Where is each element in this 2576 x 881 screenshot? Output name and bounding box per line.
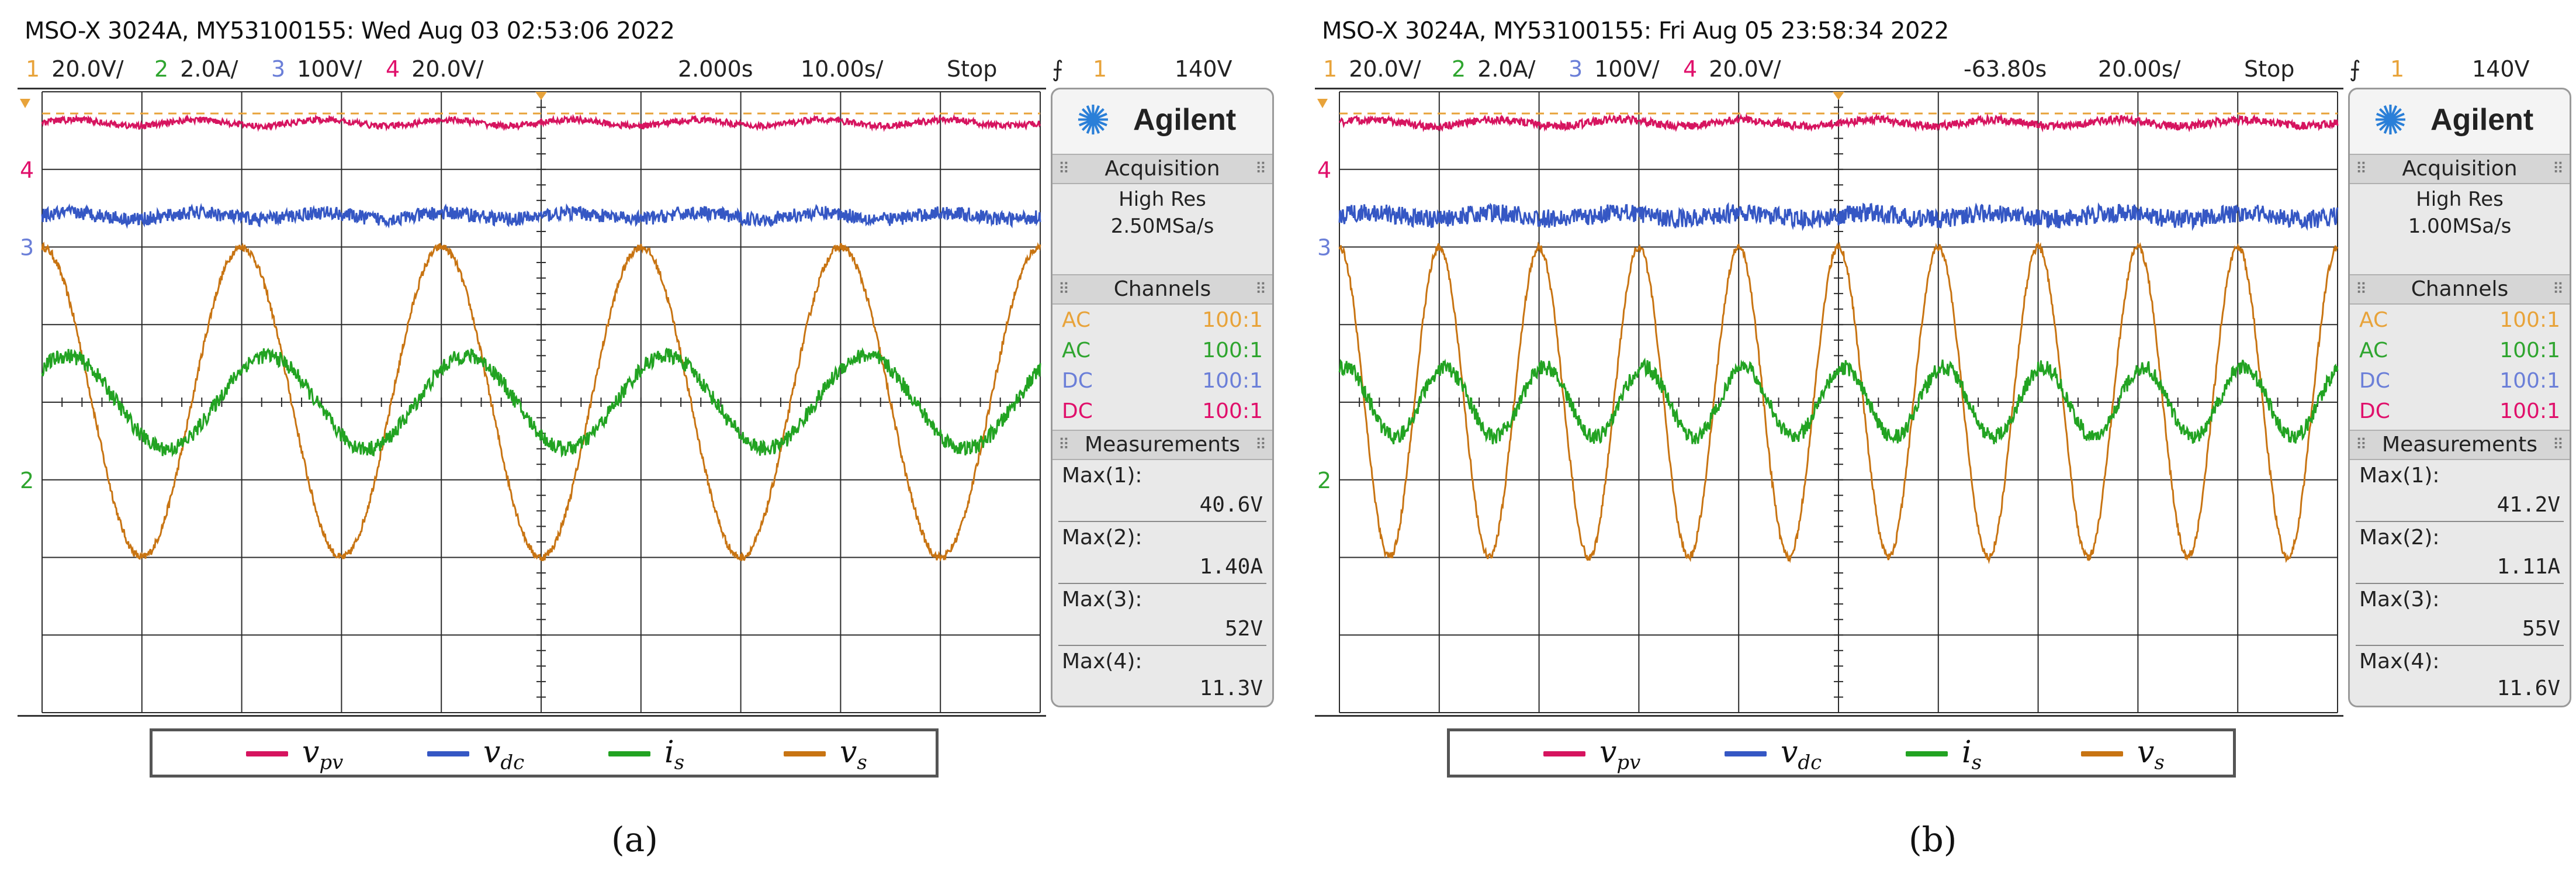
meas-value-4: 11.3V [1199,676,1263,700]
ch4-ground-marker: 4 [1317,157,1331,183]
meas-divider [2356,645,2564,646]
trigger-level: 140V [2472,56,2530,82]
channel-row-2: AC 100:1 [2359,338,2560,362]
acquisition-mode: High Res [2416,188,2504,211]
ch3-scale: 3 100V/ [271,56,362,82]
channel-row-2: AC 100:1 [1062,338,1263,362]
scope-title: MSO-X 3024A, MY53100155: Fri Aug 05 23:5… [1322,18,1949,44]
channel-row-3: DC 100:1 [2359,369,2560,393]
ch4-scale: 4 20.0V/ [1683,56,1781,82]
sample-rate: 2.50MSa/s [1110,215,1214,238]
brand-header: ✺ Agilent [1052,89,1272,155]
ch1-scale: 1 20.0V/ [1323,56,1421,82]
meas-label-2: Max(2): [1062,526,1142,550]
channel-row-4: DC 100:1 [2359,399,2560,423]
acquisition-mode: High Res [1119,188,1206,211]
trace-vs [1338,241,2339,565]
ch3-scale: 3 100V/ [1569,56,1660,82]
meas-label-4: Max(4): [1062,649,1142,673]
agilent-spark-icon: ✺ [2373,96,2408,144]
channel-row-4: DC 100:1 [1062,399,1263,423]
acquisition-header: ⠿ Acquisition ⠿ [2350,154,2570,184]
measurements-header: ⠿ Measurements ⠿ [2350,430,2570,460]
scope-panel-b: MSO-X 3024A, MY53100155: Fri Aug 05 23:5… [1315,0,2571,881]
ch2-ground-marker: 2 [1317,468,1331,493]
ch4-scale: 4 20.0V/ [386,56,484,82]
sample-rate: 1.00MSa/s [2408,215,2512,238]
meas-label-2: Max(2): [2359,526,2440,550]
meas-divider [1058,521,1266,522]
trace-is [41,347,1041,458]
waveform-display: 4 3 2 [1315,88,2343,717]
ch2-scale: 2 2.0A/ [154,56,238,82]
channel-row-1: AC 100:1 [2359,308,2560,332]
trace-vdc [1338,202,2339,232]
waveform-plot: 4 3 2 [1317,91,2339,713]
meas-value-3: 55V [2522,617,2560,641]
ch3-ground-marker: 3 [20,235,34,261]
meas-divider [1058,645,1266,646]
info-sidebar: ✺ Agilent ⠿ Acquisition ⠿ High Res 2.50MSa… [1051,88,1274,707]
meas-value-1: 41.2V [2497,493,2560,517]
time-scale: 10.00s/ [801,56,884,82]
trigger-channel: 1 [2390,56,2405,82]
ch3-ground-marker: 3 [1317,235,1331,261]
meas-divider [2356,583,2564,584]
info-sidebar: ✺ Agilent ⠿ Acquisition ⠿ High Res 1.00MSa… [2348,88,2571,707]
chart-legend: vpv vdc is vs [1447,728,2236,778]
brand-header: ✺ Agilent [2350,89,2570,155]
trigger-position-marker [535,92,547,100]
meas-value-4: 11.6V [2497,676,2560,700]
brand-name: Agilent [1133,103,1237,137]
meas-label-4: Max(4): [2359,649,2440,673]
time-scale: 20.00s/ [2098,56,2181,82]
trace-vpv [1338,113,2339,133]
trigger-rising-edge-icon: ⨍ [1052,56,1064,82]
panel-caption: (a) [611,820,658,859]
meas-value-2: 1.11A [2497,555,2560,579]
meas-label-3: Max(3): [1062,588,1142,611]
trigger-position-marker [1833,92,1844,100]
ch1-ground-marker [20,99,30,108]
time-delay: 2.000s [678,56,753,82]
scope-panel-a: MSO-X 3024A, MY53100155: Wed Aug 03 02:5… [18,0,1274,881]
trace-vpv [41,113,1041,132]
meas-value-3: 52V [1224,617,1263,641]
trigger-channel: 1 [1093,56,1107,82]
meas-value-1: 40.6V [1199,493,1263,517]
panel-caption: (b) [1909,820,1957,859]
meas-label-1: Max(1): [1062,464,1142,488]
meas-value-2: 1.40A [1199,555,1263,579]
meas-divider [2356,521,2564,522]
time-delay: -63.80s [1964,56,2047,82]
acquisition-header: ⠿ Acquisition ⠿ [1052,154,1272,184]
ch1-scale: 1 20.0V/ [26,56,124,82]
run-state: Stop [2244,56,2295,82]
channels-header: ⠿ Channels ⠿ [1052,274,1272,305]
grid [1339,91,2338,713]
ch2-scale: 2 2.0A/ [1452,56,1536,82]
trace-is [1338,357,2339,445]
chart-legend: vpv vdc is vs [150,728,939,778]
meas-label-1: Max(1): [2359,464,2440,488]
run-state: Stop [947,56,998,82]
ch2-ground-marker: 2 [20,468,34,493]
scope-title: MSO-X 3024A, MY53100155: Wed Aug 03 02:5… [25,18,675,44]
trace-vdc [41,203,1041,229]
channels-header: ⠿ Channels ⠿ [2350,274,2570,305]
meas-label-3: Max(3): [2359,588,2440,611]
channel-row-1: AC 100:1 [1062,308,1263,332]
waveform-plot: 4 3 2 [20,91,1041,713]
waveform-display: 4 3 2 [18,88,1046,717]
trigger-rising-edge-icon: ⨍ [2349,56,2361,82]
trace-vs [41,241,1041,562]
measurements-header: ⠿ Measurements ⠿ [1052,430,1272,460]
brand-name: Agilent [2430,103,2534,137]
ch4-ground-marker: 4 [20,157,34,183]
trigger-level: 140V [1175,56,1232,82]
agilent-spark-icon: ✺ [1076,96,1110,144]
meas-divider [1058,583,1266,584]
channel-row-3: DC 100:1 [1062,369,1263,393]
ch1-ground-marker [1317,99,1328,108]
